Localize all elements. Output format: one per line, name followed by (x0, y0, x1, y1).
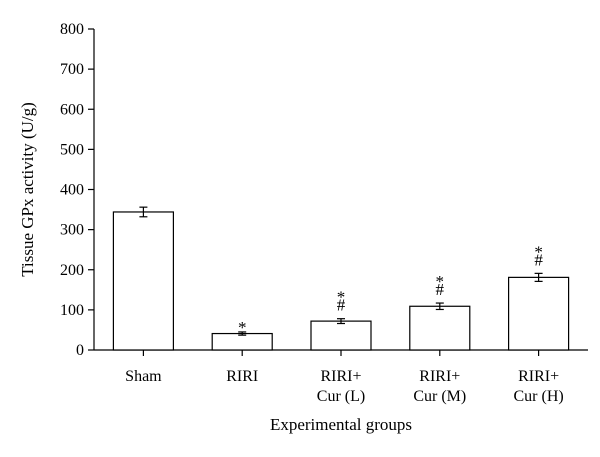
y-axis-ticks: 0 100 200 300 400 500 600 700 800 (60, 21, 94, 359)
bar (310, 320, 372, 351)
x-tick-label: Cur (H) (513, 388, 563, 405)
y-tick-label: 0 (76, 342, 84, 359)
y-tick-label: 500 (60, 141, 84, 158)
y-axis-title: Tissue GPx activity (U/g) (18, 102, 37, 277)
significance-mark: * (534, 242, 543, 261)
x-tick-label: RIRI+ (320, 368, 361, 385)
x-tick-label: RIRI (226, 368, 258, 385)
bars (112, 211, 570, 351)
x-axis-title: Experimental groups (270, 415, 412, 434)
bar (508, 276, 570, 351)
significance-mark: * (337, 288, 346, 307)
y-tick-label: 300 (60, 222, 84, 239)
y-tick-label: 700 (60, 61, 84, 78)
significance-mark: * (436, 272, 445, 291)
significance-mark: * (238, 318, 247, 337)
y-tick-label: 200 (60, 262, 84, 279)
significance-mark: # (337, 296, 346, 315)
error-bars (139, 206, 543, 336)
x-tick-label: RIRI+ (419, 368, 460, 385)
bar (409, 305, 471, 351)
x-tick-label: RIRI+ (518, 368, 559, 385)
y-tick-label: 100 (60, 302, 84, 319)
significance-mark: # (534, 250, 543, 269)
significance-marks: *#* #*#* (238, 242, 543, 337)
y-tick-label: 400 (60, 182, 84, 199)
y-tick-label: 800 (60, 21, 84, 38)
x-tick-label: Cur (M) (413, 388, 466, 405)
significance-mark: # (436, 280, 445, 299)
x-axis-ticks: Sham RIRI RIRI+ Cur (L) RIRI+ Cur (M) RIRI+ Cur… (125, 350, 564, 405)
x-tick-label: Sham (125, 368, 162, 385)
bar (112, 211, 175, 351)
y-tick-label: 600 (60, 101, 84, 118)
x-tick-label: Cur (L) (317, 388, 365, 405)
